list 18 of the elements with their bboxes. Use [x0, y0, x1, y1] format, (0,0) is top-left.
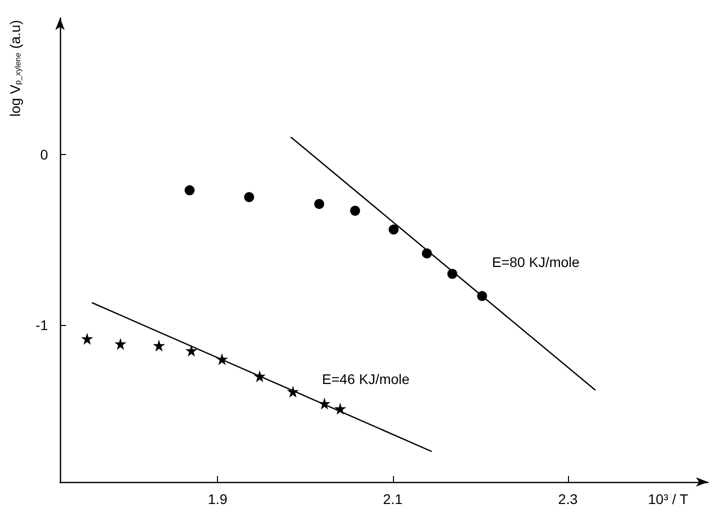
y-tick-label: 0	[40, 146, 48, 162]
point	[350, 206, 360, 216]
annotation: E=46 KJ/mole	[322, 371, 410, 387]
point	[185, 344, 198, 357]
x-axis-title: 10³ / T	[648, 491, 689, 507]
point	[244, 192, 254, 202]
y-axis-title: log Vp_xylene (a.u)	[7, 20, 23, 117]
point	[388, 224, 399, 235]
point	[314, 198, 324, 209]
annotation: E=80 KJ/mole	[492, 254, 580, 270]
x-tick-label: 2.1	[383, 491, 403, 507]
y-tick-label: -1	[36, 317, 48, 334]
point	[184, 185, 195, 196]
point	[152, 340, 165, 352]
x-tick-label: 2.3	[558, 491, 578, 507]
x-tick-label: 1.9	[208, 491, 228, 507]
point	[114, 338, 126, 350]
point	[81, 332, 94, 345]
